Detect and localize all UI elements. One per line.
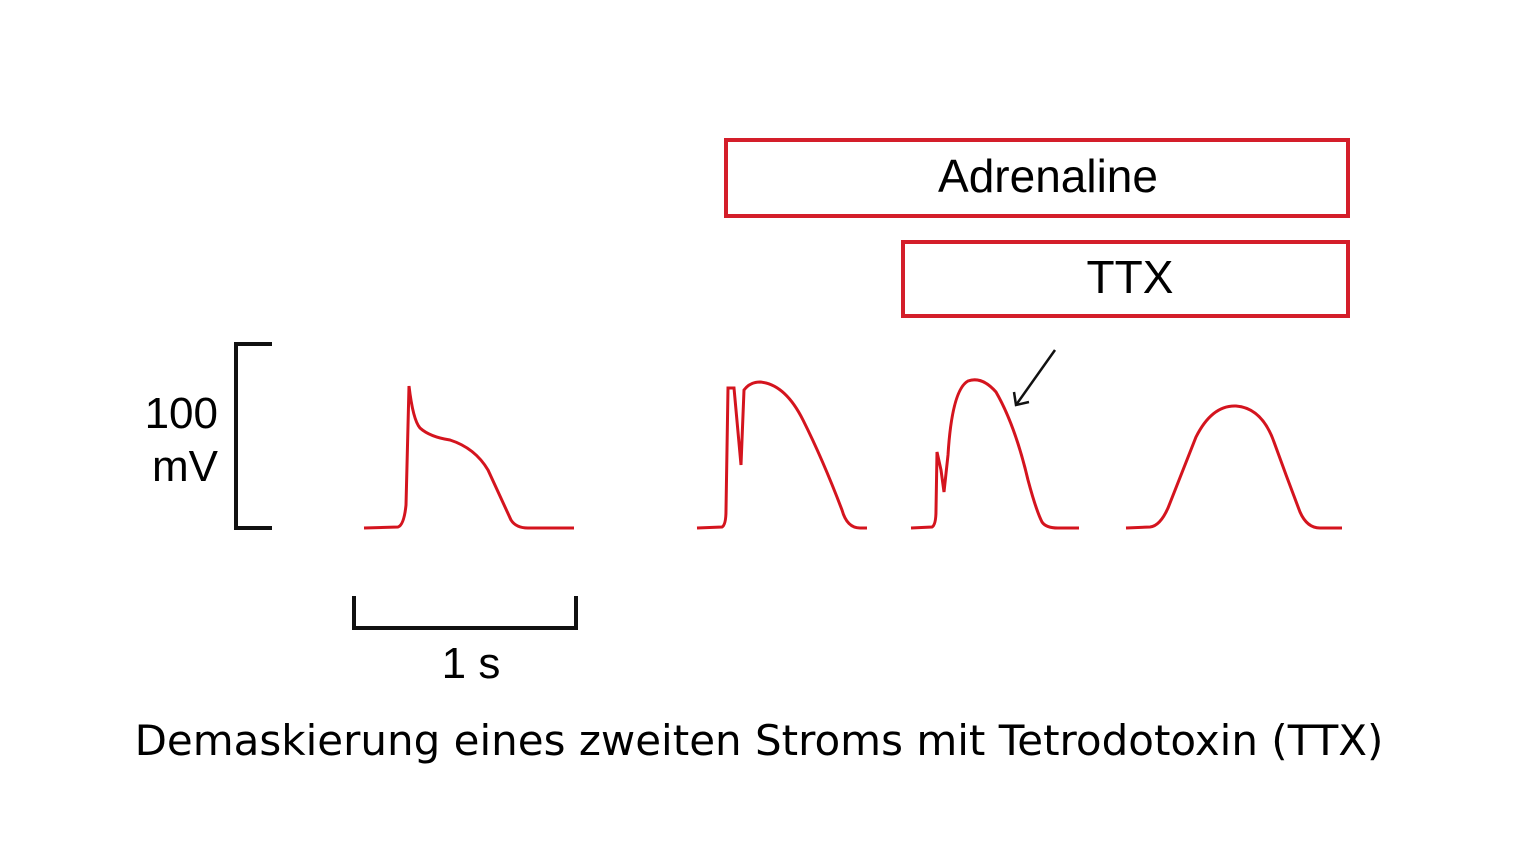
ttx-bar (901, 240, 1350, 318)
action-potential-trace-ttx-late (1125, 404, 1342, 530)
action-potential-trace-control (363, 385, 574, 530)
time-scale-label: 1 s (442, 639, 501, 688)
time-scale-bar (352, 596, 578, 630)
figure-caption: Demaskierung eines zweiten Stroms mit Te… (134, 716, 1384, 765)
voltage-scale-unit: mV (152, 442, 219, 491)
action-potential-trace-adrenaline (696, 380, 867, 530)
adrenaline-bar (724, 138, 1350, 218)
ttx-label: TTX (1087, 251, 1174, 303)
arrow-indicator (1014, 349, 1057, 406)
adrenaline-label: Adrenaline (938, 150, 1158, 202)
voltage-scale-bar (234, 342, 272, 530)
arrow-head (1012, 391, 1030, 407)
action-potential-trace-ttx-early (910, 378, 1079, 530)
voltage-scale-value: 100 (145, 389, 218, 438)
